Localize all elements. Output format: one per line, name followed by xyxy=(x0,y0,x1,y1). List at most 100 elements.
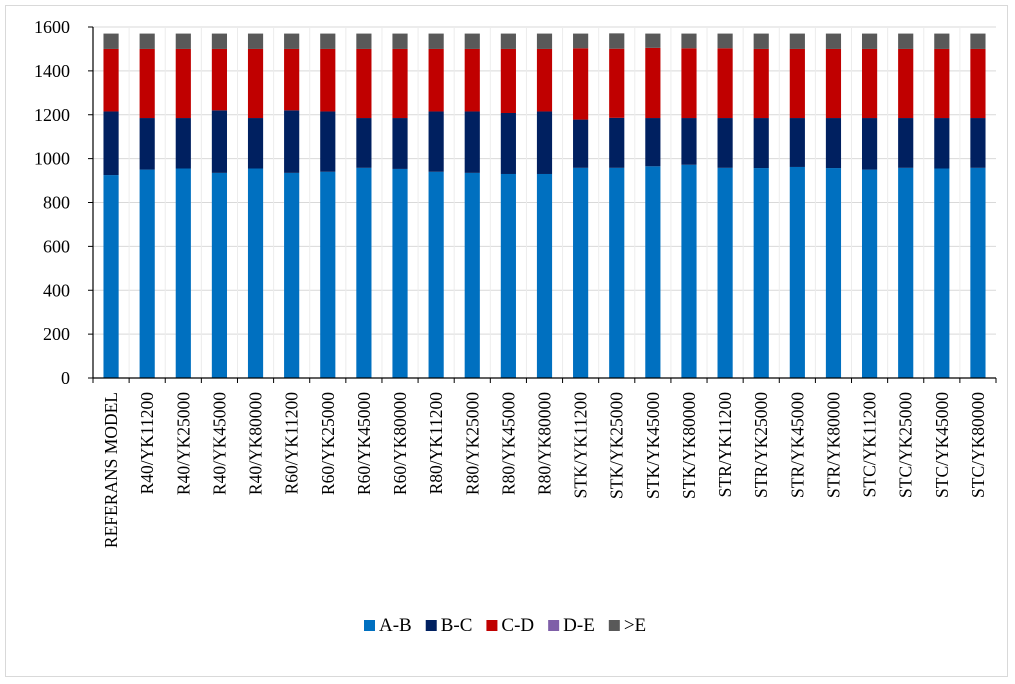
bar-segment xyxy=(861,118,878,170)
bar-segment xyxy=(645,118,661,167)
y-tick-label: 1600 xyxy=(34,17,70,37)
bar-segment xyxy=(681,33,697,49)
x-tick-label: STR/YK11200 xyxy=(715,392,735,498)
bar-segment xyxy=(175,33,191,49)
bar-segment xyxy=(139,118,155,170)
bar-segment xyxy=(717,33,733,49)
bar-segment xyxy=(573,167,589,378)
bar-segment xyxy=(681,164,697,378)
bar-segment xyxy=(284,33,300,49)
legend-label: B-C xyxy=(441,615,473,636)
bar-segment xyxy=(645,47,661,119)
bar-segment xyxy=(320,111,336,172)
bar-segment xyxy=(500,112,516,174)
bar-segment xyxy=(861,169,878,378)
bar-segment xyxy=(356,33,372,49)
bar-segment xyxy=(392,118,408,169)
bar-segment xyxy=(898,118,914,168)
bar-segment xyxy=(825,118,842,169)
bar-segment xyxy=(825,48,842,119)
bar-segment xyxy=(753,168,769,378)
y-tick-labels: 0 200 400 600 800 1000 1200 1400 1600 xyxy=(34,17,70,388)
chart-frame xyxy=(5,5,1008,677)
y-tick-label: 600 xyxy=(43,236,70,256)
bar-segment xyxy=(211,33,228,49)
bar-segment xyxy=(500,33,516,49)
bar-segment xyxy=(609,117,625,168)
bar-segment xyxy=(428,111,444,172)
bar-segment xyxy=(753,33,769,49)
legend-swatch xyxy=(608,620,620,631)
x-tick-label: R60/YK45000 xyxy=(354,392,374,495)
x-tick-label: R60/YK25000 xyxy=(318,392,338,495)
bar-segment xyxy=(356,48,372,119)
bar-segment xyxy=(103,48,119,112)
bar-segment xyxy=(428,171,444,378)
bar-segment xyxy=(753,118,769,169)
bar-segment xyxy=(500,48,516,113)
bar-segment xyxy=(717,48,733,119)
legend-swatch xyxy=(364,620,375,631)
bar-segment xyxy=(536,173,553,378)
bar-segment xyxy=(934,33,950,49)
x-tick-label: R40/YK11200 xyxy=(137,392,157,495)
bar-segment xyxy=(825,33,842,49)
x-tick-label: STC/YK80000 xyxy=(968,392,988,498)
bar-segment xyxy=(970,167,986,378)
bar-segment xyxy=(428,48,444,112)
y-tick-label: 1400 xyxy=(34,61,70,81)
y-tick-label: 1000 xyxy=(34,149,70,169)
bar-segment xyxy=(717,167,733,378)
legend-label: D-E xyxy=(563,615,595,636)
bar-segment xyxy=(284,110,300,173)
x-tick-label: STK/YK45000 xyxy=(643,392,663,499)
bar-segment xyxy=(320,48,336,112)
bar-segment xyxy=(139,48,155,119)
bar-segment xyxy=(392,48,408,119)
legend: A-B B-C C-D D-E >E xyxy=(364,615,646,636)
bar-segment xyxy=(139,169,155,378)
bar-segment xyxy=(609,48,625,118)
bar-segment xyxy=(464,33,480,49)
x-tick-label: R40/YK80000 xyxy=(246,392,266,495)
bar-segment xyxy=(970,118,986,168)
bar-segment xyxy=(356,167,372,378)
x-tick-label: R80/YK80000 xyxy=(535,392,555,495)
bar-segment xyxy=(175,118,191,169)
bar-segment xyxy=(103,33,119,49)
legend-swatch xyxy=(548,620,560,631)
bar-segment xyxy=(573,48,589,120)
y-tick-label: 1200 xyxy=(34,105,70,125)
x-tick-label: R80/YK11200 xyxy=(426,392,446,495)
bar-segment xyxy=(789,118,805,167)
bar-segment xyxy=(320,171,336,378)
bar-segment xyxy=(247,118,264,169)
legend-swatch xyxy=(486,620,498,631)
bar-segment xyxy=(536,48,553,112)
x-tick-label: STK/YK11200 xyxy=(571,392,591,499)
bar-segment xyxy=(645,166,661,378)
bar-segment xyxy=(789,48,805,119)
x-tick-label: STC/YK45000 xyxy=(932,392,952,498)
legend-label: >E xyxy=(624,615,646,636)
bar-segment xyxy=(681,118,697,165)
x-tick-label: R80/YK45000 xyxy=(498,392,518,495)
bar-segment xyxy=(320,33,336,49)
bar-segment xyxy=(970,33,986,49)
bar-segment xyxy=(970,48,986,119)
x-tick-label: STC/YK11200 xyxy=(860,392,880,498)
bar-segment xyxy=(428,33,444,49)
y-tick-label: 800 xyxy=(43,193,70,213)
x-tick-label: R60/YK11200 xyxy=(282,392,302,495)
bar-segment xyxy=(500,173,516,378)
y-tick-label: 400 xyxy=(43,280,70,300)
bar-segment xyxy=(825,168,842,378)
bar-segment xyxy=(934,168,950,378)
bar-segment xyxy=(898,167,914,378)
bars xyxy=(103,33,986,378)
bar-segment xyxy=(898,48,914,119)
x-tick-labels: REFERANS MODEL R40/YK11200 R40/YK25000 R40/… xyxy=(101,392,988,548)
bar-segment xyxy=(175,48,191,119)
bar-segment xyxy=(934,48,950,119)
legend-label: C-D xyxy=(501,615,534,636)
